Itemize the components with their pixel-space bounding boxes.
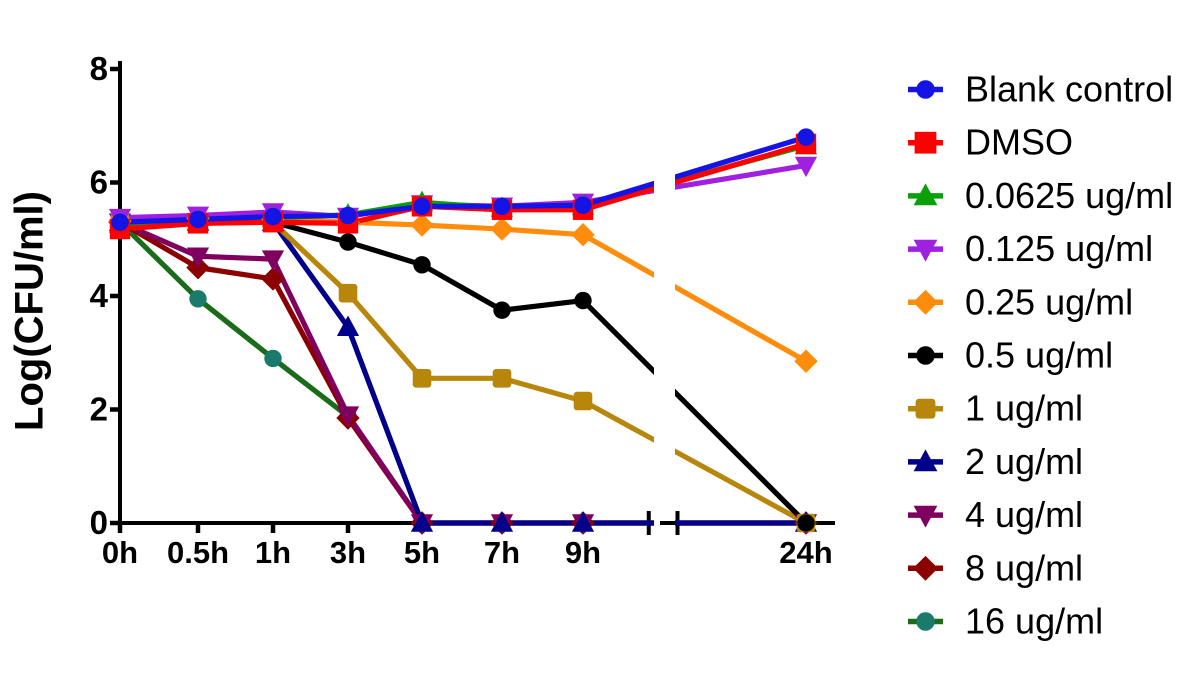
svg-text:DMSO: DMSO [965, 122, 1073, 163]
svg-text:2: 2 [90, 391, 108, 428]
svg-text:8: 8 [90, 50, 108, 87]
svg-text:9h: 9h [565, 535, 601, 570]
svg-text:4: 4 [90, 277, 109, 314]
svg-text:0h: 0h [102, 535, 138, 570]
svg-text:1 ug/ml: 1 ug/ml [965, 388, 1083, 429]
svg-text:Log(CFU/ml): Log(CFU/ml) [8, 191, 52, 431]
svg-text:Blank control: Blank control [965, 69, 1173, 110]
svg-text:0.0625 ug/ml: 0.0625 ug/ml [965, 175, 1173, 216]
svg-text:5h: 5h [404, 535, 440, 570]
svg-text:24h: 24h [779, 535, 832, 570]
svg-text:0.25 ug/ml: 0.25 ug/ml [965, 281, 1133, 322]
svg-text:3h: 3h [330, 535, 366, 570]
svg-text:8 ug/ml: 8 ug/ml [965, 547, 1083, 588]
svg-text:7h: 7h [484, 535, 520, 570]
svg-text:0.5h: 0.5h [167, 535, 229, 570]
svg-text:4 ug/ml: 4 ug/ml [965, 494, 1083, 535]
svg-text:1h: 1h [255, 535, 291, 570]
svg-text:0.125 ug/ml: 0.125 ug/ml [965, 228, 1153, 269]
svg-text:2 ug/ml: 2 ug/ml [965, 441, 1083, 482]
svg-text:0.5 ug/ml: 0.5 ug/ml [965, 335, 1113, 376]
svg-text:6: 6 [90, 164, 108, 201]
svg-text:16 ug/ml: 16 ug/ml [965, 601, 1103, 642]
